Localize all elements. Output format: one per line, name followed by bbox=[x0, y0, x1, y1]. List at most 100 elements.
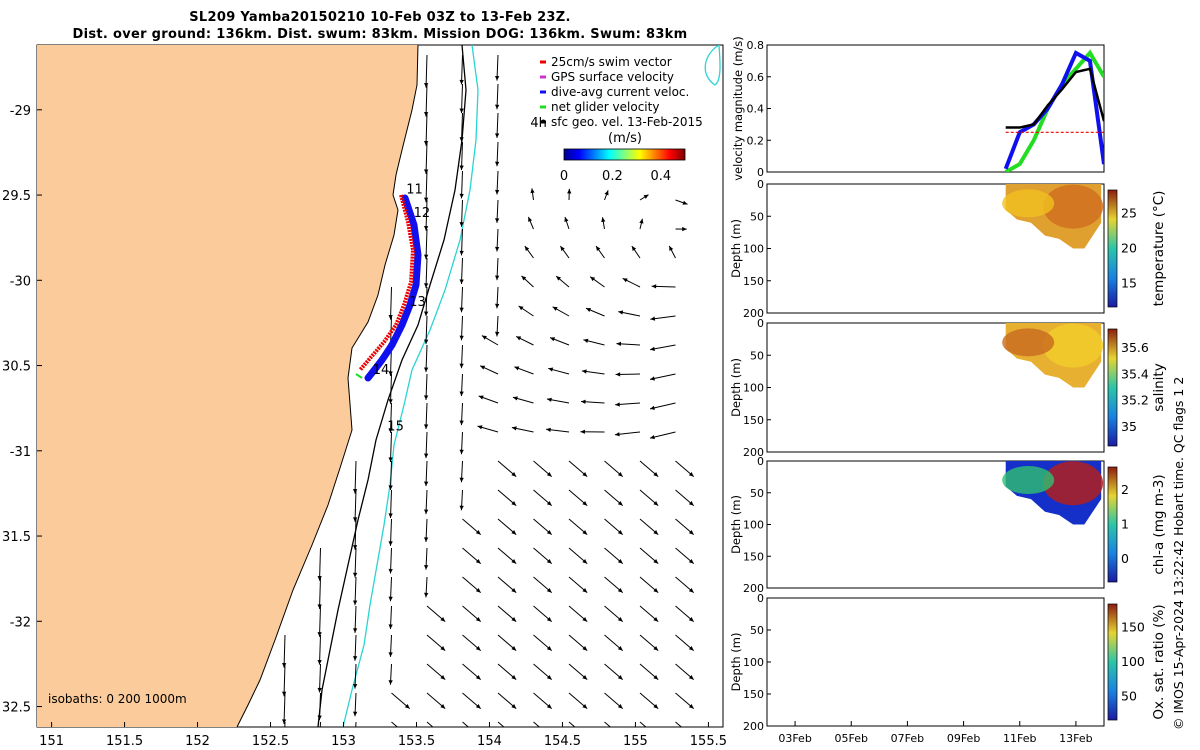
velocity-arrow bbox=[353, 576, 358, 606]
velocity-y-tick-label: 0.2 bbox=[747, 134, 765, 147]
velocity-arrow bbox=[388, 373, 393, 404]
section-colorbar-tick: 35.2 bbox=[1121, 393, 1149, 408]
velocity-arrow bbox=[601, 217, 606, 230]
map-x-axis: 151 151.5 152 152.5 153 153.5 154 154.5 155 155.5 bbox=[39, 722, 727, 749]
map-x-tick-label: 151 bbox=[39, 734, 64, 749]
velocity-arrow bbox=[459, 199, 464, 227]
colorbar-tick-label: 0 bbox=[560, 169, 568, 184]
map-y-tick-label: 30.5 bbox=[2, 360, 31, 375]
velocity-series-line bbox=[1005, 67, 1104, 129]
velocity-arrow bbox=[462, 721, 470, 727]
colorbar-bar bbox=[563, 148, 686, 161]
velocity-arrow bbox=[478, 395, 499, 404]
velocity-arrow bbox=[675, 226, 687, 232]
velocity-arrow bbox=[604, 692, 624, 709]
velocity-arrow bbox=[459, 460, 464, 483]
velocity-arrow bbox=[614, 431, 641, 437]
velocity-arrow bbox=[675, 692, 695, 709]
velocity-arrow bbox=[462, 576, 482, 593]
day-label: 4h bbox=[530, 116, 547, 131]
velocity-arrow bbox=[604, 721, 612, 727]
velocity-arrow bbox=[388, 431, 393, 462]
section-data-feature bbox=[1043, 184, 1104, 229]
velocity-arrow bbox=[521, 275, 534, 288]
section-colorbar-tick: 0 bbox=[1121, 551, 1129, 566]
velocity-arrow bbox=[424, 170, 429, 203]
velocity-arrow bbox=[604, 576, 624, 593]
velocity-arrow bbox=[462, 634, 482, 651]
section-colorbar bbox=[1107, 603, 1118, 721]
velocity-arrow bbox=[495, 199, 500, 223]
velocity-arrow bbox=[548, 367, 570, 375]
day-label: 11 bbox=[406, 182, 423, 197]
section-data-feature bbox=[1043, 461, 1104, 506]
map-x-tick-label: 155 bbox=[623, 734, 648, 749]
day-label: 15 bbox=[387, 419, 404, 434]
velocity-arrow bbox=[512, 396, 534, 404]
section-y-label: Depth (m) bbox=[729, 495, 743, 554]
velocity-arrow bbox=[568, 663, 588, 680]
section-colorbar-tick: 100 bbox=[1121, 654, 1145, 669]
legend-item: dive-avg current veloc. bbox=[540, 85, 689, 99]
map-y-tick-label: -31 bbox=[10, 445, 31, 460]
velocity-arrow bbox=[495, 83, 500, 110]
velocity-arrow bbox=[533, 634, 553, 651]
velocity-arrow bbox=[495, 170, 500, 195]
section-colorbar-label: temperature (°C) bbox=[1151, 191, 1167, 307]
day-label: 13 bbox=[409, 295, 426, 310]
velocity-arrow bbox=[568, 460, 588, 477]
section-y-tick-label: 150 bbox=[743, 550, 764, 563]
section-colorbar bbox=[1107, 466, 1118, 583]
velocity-y-tick-label: 0.8 bbox=[747, 39, 765, 52]
velocity-arrow bbox=[388, 402, 393, 433]
velocity-arrow bbox=[317, 663, 322, 693]
velocity-arrow bbox=[604, 489, 624, 506]
velocity-arrow bbox=[533, 576, 553, 593]
velocity-arrow bbox=[317, 692, 322, 721]
section-y-label: Depth (m) bbox=[729, 358, 743, 417]
coastline bbox=[236, 45, 419, 727]
velocity-arrow bbox=[495, 257, 500, 281]
section-colorbar-tick: 20 bbox=[1121, 241, 1137, 256]
section-colorbar-tick: 25 bbox=[1121, 206, 1137, 221]
legend-item: sfc geo. vel. 13-Feb-2015 bbox=[540, 115, 703, 129]
velocity-arrow bbox=[459, 431, 464, 455]
velocity-arrow bbox=[424, 199, 429, 231]
velocity-arrow bbox=[459, 286, 464, 313]
velocity-arrow bbox=[546, 427, 570, 433]
velocity-arrow bbox=[319, 721, 321, 727]
velocity-arrow bbox=[424, 547, 429, 570]
section-y-tick-label: 0 bbox=[757, 178, 764, 191]
velocity-arrow bbox=[639, 576, 659, 593]
map-x-tick-label: 151.5 bbox=[106, 734, 143, 749]
velocity-y-tick-label: 0.4 bbox=[747, 103, 765, 116]
velocity-arrow bbox=[459, 489, 464, 511]
time-tick-label: 11Feb bbox=[1003, 732, 1036, 745]
section-data-feature bbox=[1002, 328, 1055, 357]
velocity-arrow bbox=[462, 518, 482, 535]
section-panel: 0 50 100 150 200 Depth (m) 35 35.2 35.4 35.6salin… bbox=[729, 317, 1167, 459]
velocity-arrow bbox=[426, 634, 446, 651]
velocity-arrow bbox=[459, 344, 464, 369]
section-y-tick-label: 50 bbox=[750, 349, 764, 362]
velocity-arrow bbox=[568, 576, 588, 593]
velocity-arrow bbox=[604, 518, 624, 535]
velocity-arrow bbox=[675, 605, 695, 622]
time-axis: 03Feb 05Feb 07Feb 09Feb 11Feb 13Feb bbox=[778, 721, 1093, 745]
velocity-y-tick-label: 0.6 bbox=[747, 71, 765, 84]
velocity-arrow bbox=[549, 337, 570, 346]
velocity-arrow bbox=[533, 721, 541, 727]
velocity-arrow bbox=[459, 373, 464, 397]
time-tick-label: 07Feb bbox=[891, 732, 924, 745]
velocity-arrow bbox=[497, 489, 517, 506]
velocity-y-tick-label: 0 bbox=[757, 166, 764, 179]
velocity-arrow bbox=[388, 663, 393, 685]
section-data-feature bbox=[1002, 189, 1055, 218]
section-colorbar-tick: 35.4 bbox=[1121, 366, 1149, 381]
map-x-tick-label: 153.5 bbox=[398, 734, 435, 749]
section-y-tick-label: 200 bbox=[743, 446, 764, 459]
velocity-arrow bbox=[459, 141, 464, 171]
section-colorbar-tick: 150 bbox=[1121, 619, 1145, 634]
velocity-arrow bbox=[649, 373, 676, 381]
